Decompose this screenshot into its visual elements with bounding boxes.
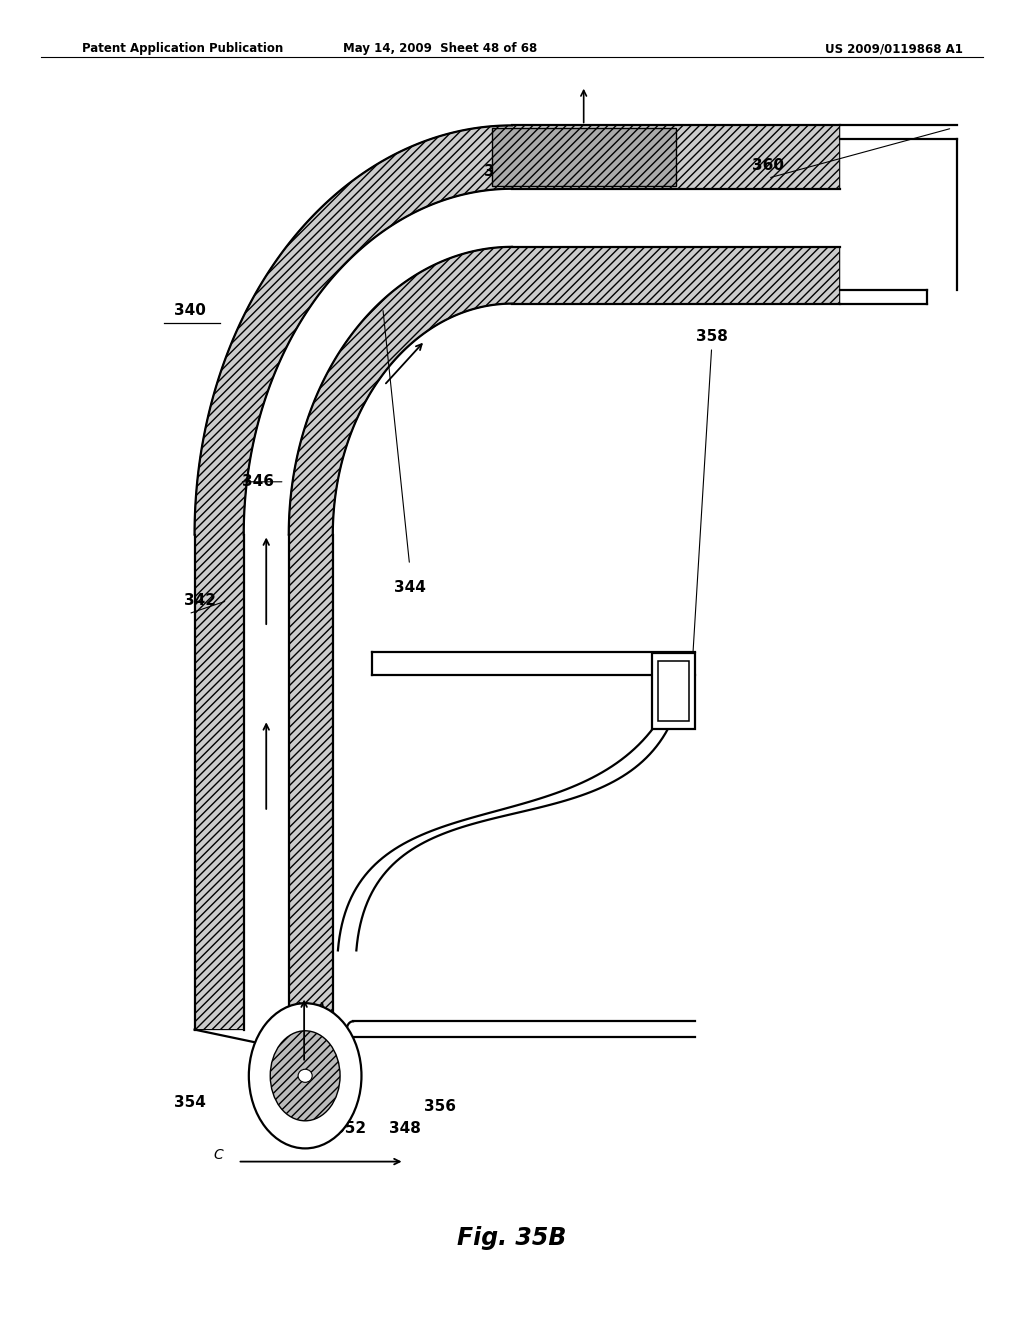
Text: 344: 344	[393, 579, 426, 595]
Text: 348: 348	[388, 1121, 421, 1137]
Text: May 14, 2009  Sheet 48 of 68: May 14, 2009 Sheet 48 of 68	[343, 42, 538, 55]
Text: C: C	[213, 1148, 223, 1162]
Polygon shape	[289, 247, 840, 1030]
Circle shape	[249, 1003, 361, 1148]
Text: 650: 650	[284, 1121, 316, 1137]
Bar	[658, 660, 689, 721]
Text: 350: 350	[483, 164, 516, 180]
Bar	[652, 652, 695, 729]
Text: 352: 352	[544, 164, 577, 180]
Text: 342: 342	[183, 593, 216, 609]
Text: 356: 356	[424, 1098, 457, 1114]
Text: 346: 346	[242, 474, 274, 490]
Ellipse shape	[298, 1069, 312, 1082]
Text: 360: 360	[752, 157, 784, 173]
Text: 354: 354	[173, 1094, 206, 1110]
Text: 358: 358	[695, 329, 728, 345]
Bar	[492, 128, 676, 186]
Text: Patent Application Publication: Patent Application Publication	[82, 42, 284, 55]
Polygon shape	[195, 125, 840, 1030]
Circle shape	[270, 1031, 340, 1121]
Text: 652: 652	[334, 1121, 367, 1137]
Text: US 2009/0119868 A1: US 2009/0119868 A1	[824, 42, 963, 55]
Text: 340: 340	[173, 302, 206, 318]
Text: Fig. 35B: Fig. 35B	[458, 1226, 566, 1250]
